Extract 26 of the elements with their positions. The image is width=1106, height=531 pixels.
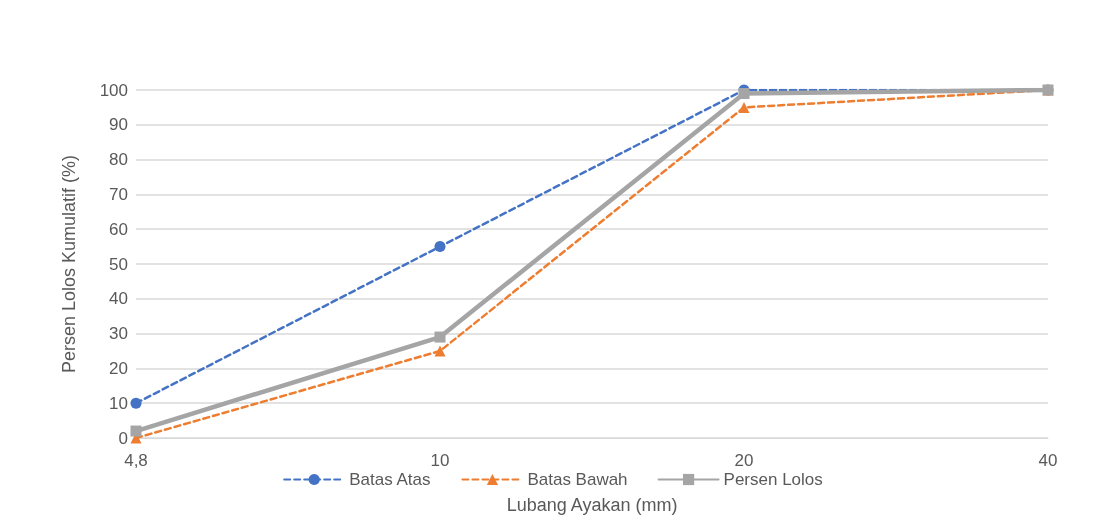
x-tick-label: 40 <box>1038 451 1058 470</box>
legend-label: Persen Lolos <box>723 470 823 489</box>
y-tick-label: 40 <box>109 289 128 309</box>
point <box>130 425 142 437</box>
legend-label: Batas Atas <box>349 470 431 489</box>
point <box>738 101 750 113</box>
y-tick-label: 10 <box>109 393 128 413</box>
x-axis-title: Lubang Ayakan (mm) <box>506 495 678 515</box>
x-tick-label: 4,8 <box>124 451 148 470</box>
point <box>130 397 142 409</box>
y-tick-label: 80 <box>109 150 128 170</box>
y-tick-label: 100 <box>99 80 128 100</box>
legend-label: Batas Bawah <box>527 470 628 489</box>
y-axis-title: Persen Lolos Kumulatif (%) <box>59 154 79 374</box>
point <box>434 331 446 343</box>
y-tick-label: 0 <box>118 428 128 448</box>
y-tick-label: 90 <box>109 115 128 135</box>
point <box>434 241 446 253</box>
y-tick-label: 20 <box>109 358 128 378</box>
x-tick-label: 10 <box>430 451 450 470</box>
x-tick-label: 20 <box>734 451 754 470</box>
y-tick-label: 70 <box>109 184 128 204</box>
point <box>434 345 446 357</box>
y-tick-label: 60 <box>109 219 128 239</box>
y-tick-label: 50 <box>109 254 128 274</box>
y-tick-label: 30 <box>109 324 128 344</box>
